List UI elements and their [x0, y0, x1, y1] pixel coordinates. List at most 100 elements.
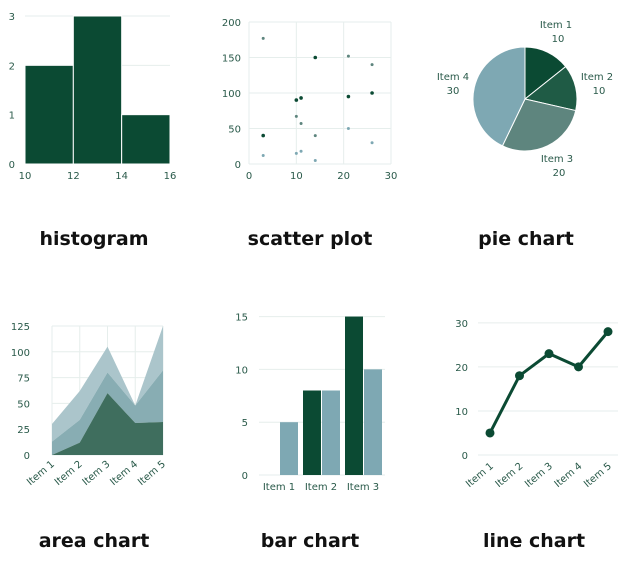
scatter-point [346, 127, 350, 130]
scatter-point [299, 149, 303, 153]
line-point [574, 362, 583, 372]
x-tick-label: 20 [337, 171, 350, 182]
pie-slice-value: 20 [553, 168, 566, 179]
pie-slice [501, 98, 577, 152]
x-tick-label: Item 2 [305, 482, 337, 493]
x-tick-label: Item 4 [553, 461, 585, 490]
y-tick-label: 1 [9, 111, 15, 122]
chart-caption: histogram [39, 228, 148, 250]
y-tick-label: 20 [455, 363, 468, 374]
scatter-point [370, 91, 374, 95]
y-tick-label: 0 [242, 471, 248, 482]
scatter-point [294, 98, 299, 102]
y-tick-label: 30 [455, 319, 468, 330]
chart-caption: bar chart [261, 530, 359, 552]
x-tick-label: Item 1 [263, 482, 295, 493]
pie-slice-value: 10 [552, 34, 565, 45]
x-tick-label: 16 [164, 171, 177, 182]
y-tick-label: 3 [9, 12, 15, 23]
y-tick-label: 0 [24, 451, 30, 462]
scatter-point [370, 141, 374, 145]
y-tick-label: 15 [235, 313, 248, 324]
area-series [52, 370, 163, 455]
scatter-point [313, 55, 318, 60]
line-point [515, 371, 524, 381]
scatter-point [261, 36, 265, 40]
y-tick-label: 0 [9, 160, 15, 171]
scatter-point [346, 54, 350, 58]
scatter-point [346, 94, 351, 99]
x-tick-label: Item 3 [523, 461, 555, 490]
pie-slice [472, 46, 526, 147]
x-tick-label: Item 5 [582, 461, 614, 490]
scatter-point [299, 122, 303, 126]
y-tick-label: 50 [17, 399, 30, 410]
pie-slice-label: Item 4 [437, 72, 469, 83]
y-tick-label: 5 [242, 418, 248, 429]
bar [303, 390, 321, 475]
pie-slice-label: Item 3 [541, 154, 573, 165]
line-point [603, 327, 613, 337]
chart-caption: scatter plot [248, 228, 373, 250]
histogram-bar [72, 15, 123, 165]
histogram-bar [121, 114, 171, 165]
scatter-point [294, 151, 298, 155]
x-tick-label: 30 [385, 171, 398, 182]
x-tick-label: 0 [246, 171, 252, 182]
pie-slice-label: Item 2 [581, 72, 613, 83]
bar [364, 369, 382, 475]
x-tick-label: 10 [19, 171, 32, 182]
y-tick-label: 200 [222, 18, 241, 29]
scatter-point [313, 134, 317, 138]
x-tick-label: Item 5 [136, 459, 168, 488]
line-point [485, 428, 495, 438]
y-tick-label: 0 [462, 451, 468, 462]
line-point [544, 349, 554, 359]
scatter-point [299, 96, 303, 100]
y-tick-label: 2 [9, 61, 15, 72]
scatter-point [294, 114, 298, 118]
y-tick-label: 0 [235, 160, 241, 171]
scatter-point [313, 158, 317, 162]
area-series [52, 393, 163, 455]
y-tick-label: 75 [17, 374, 30, 385]
chart-caption: pie chart [478, 228, 574, 250]
pie-slice-value: 10 [593, 86, 606, 97]
x-tick-label: Item 3 [81, 459, 113, 488]
area-series [52, 326, 163, 442]
scatter-chart: 0 50 100 150 200 0 10 20 30 scatter plot [222, 18, 397, 250]
y-tick-label: 10 [235, 365, 248, 376]
bar [322, 390, 340, 475]
bar [345, 316, 363, 475]
histogram-bar [24, 64, 74, 165]
x-tick-label: Item 1 [25, 459, 57, 488]
y-tick-label: 25 [17, 425, 30, 436]
y-tick-label: 100 [222, 89, 241, 100]
y-tick-label: 50 [228, 125, 241, 136]
x-tick-label: Item 2 [53, 459, 85, 488]
y-tick-label: 100 [11, 348, 30, 359]
x-tick-label: 10 [290, 171, 303, 182]
x-tick-label: Item 3 [347, 482, 379, 493]
chart-caption: line chart [483, 530, 585, 552]
scatter-point [261, 133, 266, 138]
x-tick-label: 12 [67, 171, 80, 182]
pie-slice-label: Item 1 [540, 20, 572, 31]
scatter-point [261, 153, 265, 157]
line-series [488, 330, 610, 434]
pie-slice-value: 30 [447, 86, 460, 97]
y-tick-label: 10 [455, 407, 468, 418]
scatter-point [370, 63, 374, 67]
bar [280, 422, 298, 475]
x-tick-label: 14 [115, 171, 128, 182]
y-tick-label: 150 [222, 54, 241, 65]
x-tick-label: Item 1 [464, 461, 496, 490]
y-tick-label: 125 [11, 322, 30, 333]
chart-caption: area chart [39, 530, 150, 552]
pie-chart: Item 1 10 Item 2 10 Item 3 20 Item 4 30 pie char… [437, 20, 613, 250]
bar-chart: 0 5 10 15 Item 1 Item 2 Item 3 bar chart [235, 313, 385, 552]
